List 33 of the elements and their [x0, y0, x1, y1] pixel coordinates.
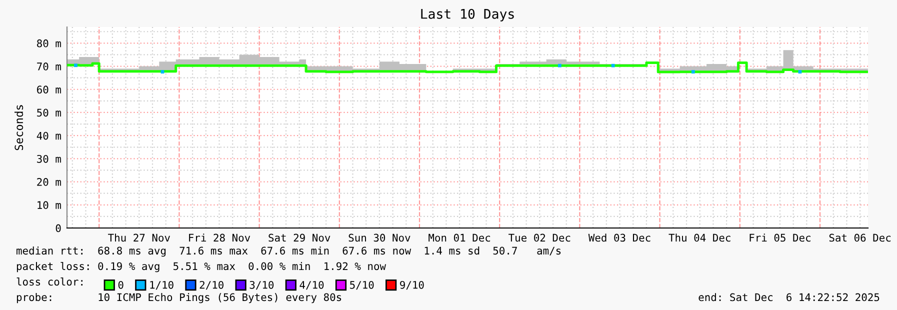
text: median rtt: 68.8 ms avg 71.6 ms max 67.6 ms min 67.6 ms now 1.4 ms sd 50.7 am/s — [16, 246, 561, 257]
y-tick-label: 60 m — [37, 86, 61, 94]
y-axis-title: Seconds — [14, 105, 24, 150]
legend-label: 4/10 — [300, 280, 324, 290]
x-tick-label: Mon 01 Dec — [428, 234, 490, 242]
y-tick-label: 50 m — [37, 108, 61, 117]
y-tick-label: 40 m — [36, 132, 61, 140]
x-tick-label: Thu 27 Nov — [108, 234, 170, 242]
legend-label: 1/10 — [150, 280, 174, 290]
y-tick-label: 30 m — [37, 154, 61, 163]
x-tick-label: Sat 06 Dec — [829, 234, 891, 242]
x-tick-label: Fri 28 Nov — [189, 234, 250, 242]
legend-label: 2/10 — [200, 280, 224, 290]
text: packet loss: 0.19 % avg 5.51 % max 0.00 % min 1.92 % now — [16, 262, 386, 272]
y-tick-label: 70 m — [37, 62, 61, 70]
legend-label: 5/10 — [350, 280, 374, 290]
y-tick-label: 0 — [56, 224, 61, 232]
text: probe: 10 ICMP Echo Pings (56 Bytes) every 80s — [16, 293, 342, 304]
x-tick-label: Fri 05 Dec — [750, 234, 810, 242]
legend-label: 9/10 — [400, 280, 424, 290]
legend-title: loss color: — [16, 278, 82, 286]
legend-label: 3/10 — [250, 280, 274, 290]
y-tick-label: 20 m — [37, 178, 61, 186]
x-tick-label: Tue 02 Dec — [508, 234, 570, 242]
x-tick-label: Wed 03 Dec — [588, 234, 650, 242]
y-tick-label: 80 m — [37, 39, 61, 48]
text: end: Sat Dec 6 14:22:52 2025 — [698, 293, 880, 302]
chart-title: Last 10 Days — [421, 8, 514, 22]
legend-label: 0 — [118, 280, 124, 289]
y-tick-label: 10 m — [38, 201, 61, 210]
x-tick-label: Thu 04 Dec — [668, 234, 730, 242]
x-tick-label: Sat 29 Nov — [268, 234, 330, 242]
x-tick-label: Sun 30 Nov — [348, 234, 410, 242]
